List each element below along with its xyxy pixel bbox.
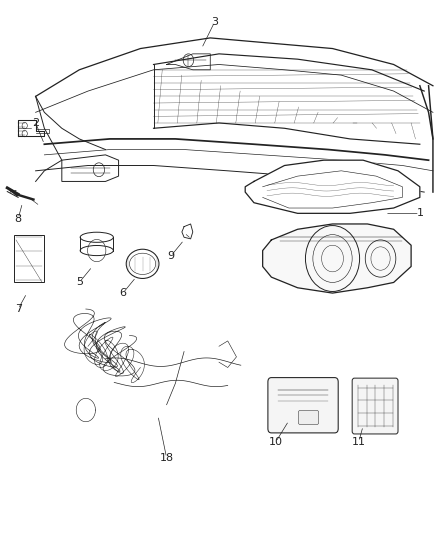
FancyBboxPatch shape bbox=[352, 378, 398, 434]
Polygon shape bbox=[263, 224, 411, 293]
Text: 10: 10 bbox=[269, 437, 283, 447]
Text: 3: 3 bbox=[211, 17, 218, 27]
Text: 11: 11 bbox=[352, 437, 366, 447]
Text: 1: 1 bbox=[417, 208, 424, 219]
Text: 2: 2 bbox=[32, 118, 39, 128]
Text: 8: 8 bbox=[14, 214, 22, 224]
Text: 7: 7 bbox=[14, 304, 22, 314]
FancyBboxPatch shape bbox=[298, 410, 318, 424]
Polygon shape bbox=[245, 160, 420, 213]
FancyBboxPatch shape bbox=[268, 377, 338, 433]
Text: 18: 18 bbox=[159, 453, 174, 463]
Text: 9: 9 bbox=[167, 251, 174, 261]
Text: 6: 6 bbox=[120, 288, 127, 298]
Text: 5: 5 bbox=[76, 278, 83, 287]
